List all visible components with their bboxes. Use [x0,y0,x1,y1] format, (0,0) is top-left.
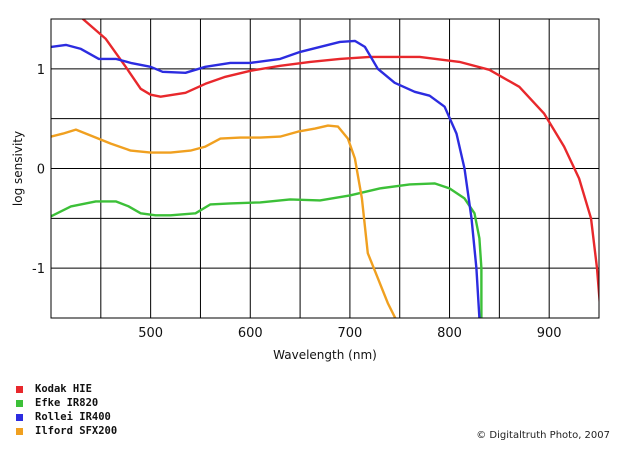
x-tick-label: 600 [238,326,263,341]
copyright-credit: © Digitaltruth Photo, 2007 [476,430,610,441]
legend-item: Efke IR820 [16,396,117,410]
series-line-rollei-ir400 [51,39,481,318]
legend-swatch [16,385,23,393]
legend-swatch [16,413,23,421]
legend-item: Kodak HIE [16,382,117,396]
x-tick-label: 700 [337,326,362,341]
x-tick-label: 900 [537,326,562,341]
y-tick-label: 1 [37,63,45,78]
x-tick-label: 500 [138,326,163,341]
legend-label: Ilford SFX200 [35,425,118,437]
legend-swatch [16,399,23,407]
legend-label: Kodak HIE [35,383,92,395]
y-tick-label: 0 [37,163,45,178]
series-line-efke-ir820 [51,182,483,318]
y-tick-label: -1 [32,262,45,277]
legend-label: Rollei IR400 [35,411,111,423]
x-tick-label: 800 [437,326,462,341]
y-tick-labels: 1 0 -1 [32,63,45,277]
plot-frame [50,18,600,319]
legend-label: Efke IR820 [35,397,99,409]
legend-item: Ilford SFX200 [16,424,117,438]
x-axis-label: Wavelength (nm) [273,348,377,362]
series-line-ilford-sfx200 [51,124,397,318]
series-line-kodak-hie [81,19,599,309]
sensitivity-chart: 500 600 700 800 900 1 0 -1 Wavelength (nm) log… [11,18,600,362]
legend-swatch [16,427,23,435]
y-axis-label: log sensivity [11,131,25,206]
x-tick-labels: 500 600 700 800 900 [138,326,561,341]
series-lines [51,19,599,318]
grid [51,19,599,318]
legend: Kodak HIE Efke IR820 Rollei IR400 Ilford SF… [16,382,117,438]
legend-item: Rollei IR400 [16,410,117,424]
